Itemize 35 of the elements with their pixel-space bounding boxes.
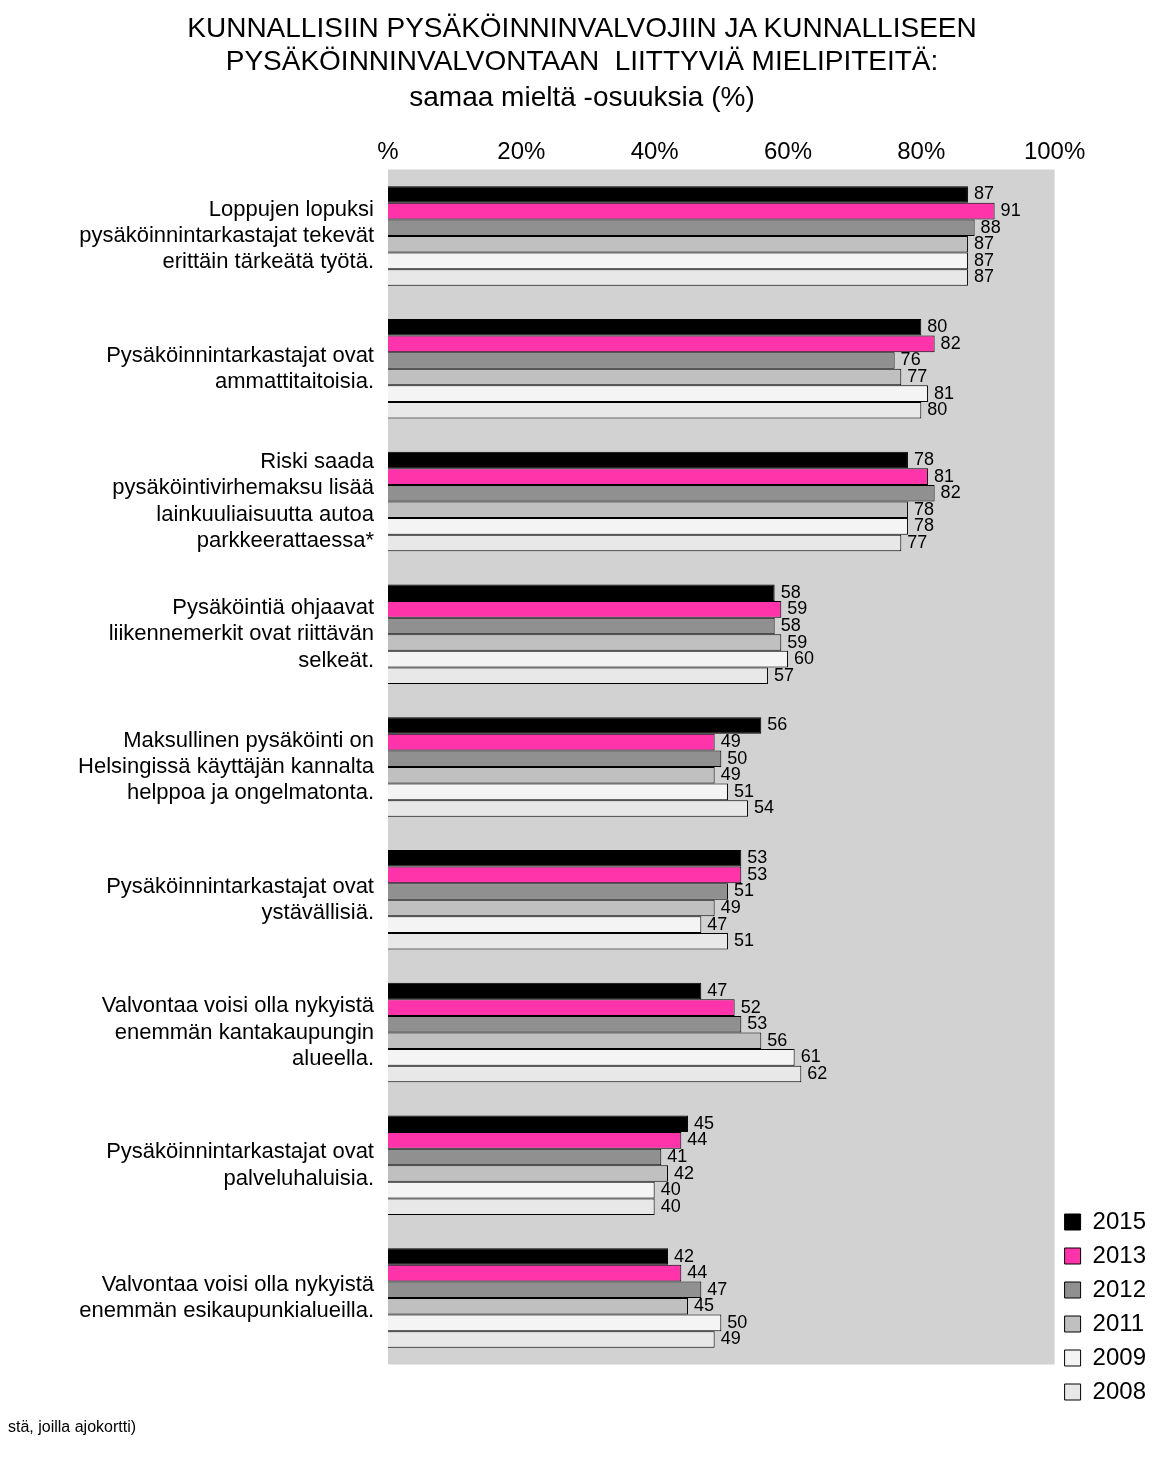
data-label: 57 (773, 664, 794, 685)
legend-label: 2013 (1092, 1240, 1146, 1268)
y-tick-label: Loppujen lopuksi pysäköinnintarkastajat tekevät erittäin tärkeätä työtä. (79, 195, 374, 274)
x-tick-label: 40% (630, 136, 679, 164)
bar (388, 451, 908, 469)
y-tick-label: Pysäköinnintarkastajat ovat ammattitaitoisia. (106, 341, 374, 393)
x-tick-label: % (377, 136, 399, 164)
legend-label: 2012 (1092, 1274, 1146, 1302)
text: stä, joilla ajokortti) (8, 1418, 138, 1436)
x-tick-label: 80% (897, 136, 946, 164)
data-label: 56 (767, 714, 788, 735)
data-label: 56 (767, 1029, 788, 1050)
chart-title: KUNNALLISIIN PYSÄKÖINNINVALVOJIIN JA KUNNALLISEEN PYSÄKÖINNINVALVONTAAN LIITTYVIÄ MIELIPITEITÄ: (187, 11, 977, 77)
data-label: 47 (707, 979, 728, 1000)
data-label: 87 (973, 183, 994, 204)
x-tick-label: 60% (763, 136, 812, 164)
x-tick-label: 100% (1023, 136, 1086, 164)
data-label: 78 (913, 448, 934, 469)
x-tick-label: 20% (497, 136, 546, 164)
chart-subtitle: samaa mieltä -osuuksia (%) (409, 80, 755, 112)
y-tick-label: Pysäköintiä ohjaavat liikennemerkit ovat riittävän selkeät. (108, 593, 374, 672)
data-label: 51 (733, 930, 754, 951)
y-tick-label: Valvontaa voisi olla nykyistä enemmän kantakaupungin alueella. (101, 992, 375, 1070)
y-tick-label: Pysäköinnintarkastajat ovat palveluhaluisia. (106, 1138, 374, 1190)
data-label: 54 (753, 797, 774, 818)
y-tick-label: Maksullinen pysäköinti on Helsingissä käyttäjän kannalta helppoa ja ongelmatonta. (78, 726, 375, 805)
legend-label: 2015 (1092, 1206, 1146, 1234)
bar (388, 982, 702, 1000)
y-tick-label: Pysäköinnintarkastajat ovat ystävällisiä. (106, 872, 374, 925)
legend-label: 2011 (1092, 1308, 1145, 1336)
y-tick-label: Riski saada pysäköintivirhemaksu lisää lainkuuliaisuutta autoa parkkeerattaessa* (112, 447, 375, 553)
legend-label: 2009 (1092, 1342, 1146, 1370)
y-tick-label: Valvontaa voisi olla nykyistä enemmän esikaupunkialueilla. (79, 1270, 375, 1323)
legend-label: 2008 (1092, 1376, 1146, 1404)
data-label: 91 (1000, 200, 1021, 221)
